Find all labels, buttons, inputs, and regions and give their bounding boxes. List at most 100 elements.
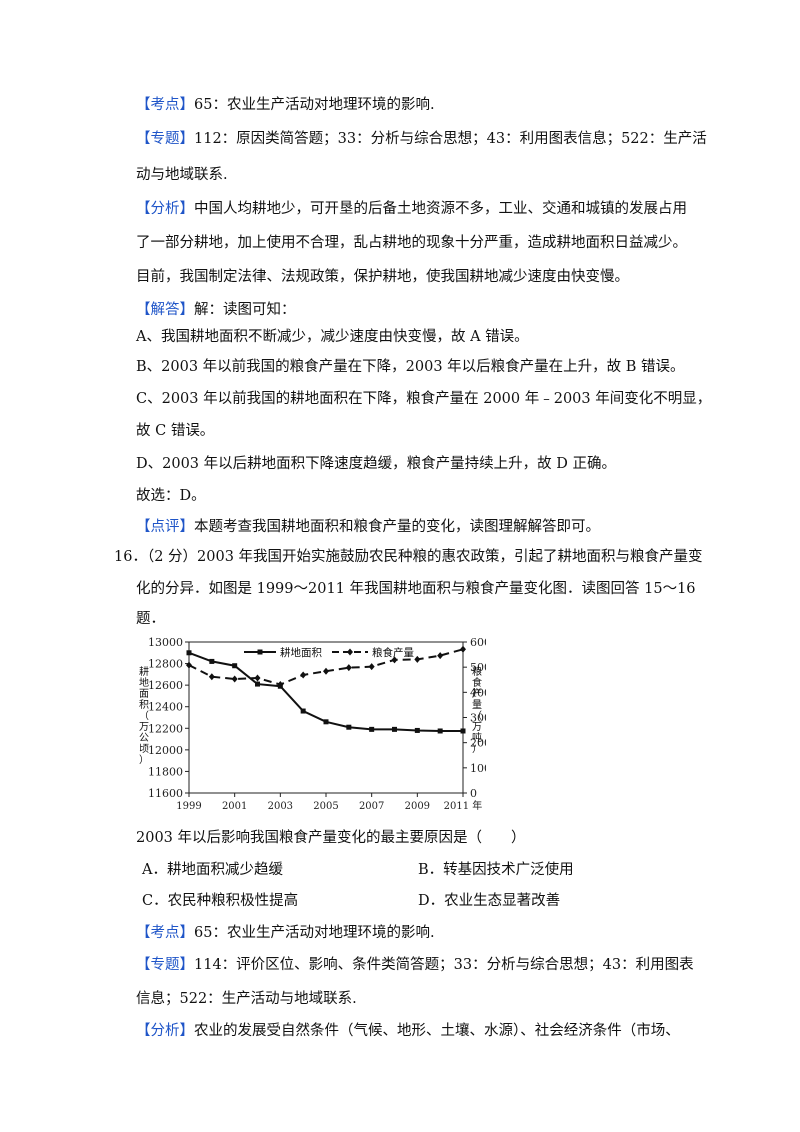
chart-series xyxy=(186,645,466,734)
data-point-square xyxy=(300,708,306,714)
cropland-grain-chart: 11600 11800 12000 12200 12400 12600 12800 13000… xyxy=(139,636,486,812)
x-tick-label: 2003 xyxy=(268,801,293,812)
zhuanti-tag-2: 【专题】 xyxy=(136,957,194,973)
zhuanti-line-b2-2: 信息；522：生产活动与地域联系. xyxy=(136,991,357,1007)
left-tick-label: 12200 xyxy=(148,722,183,735)
fenxi-line-2: 了一部分耕地，加上使用不合理，乱占耕地的现象十分严重，造成耕地面积日益减少。 xyxy=(136,235,687,251)
left-axis-title: 耕地面积（万公顷） xyxy=(139,665,149,766)
data-point-diamond xyxy=(391,656,398,664)
x-tick-label: 2007 xyxy=(359,801,384,812)
left-tick-label: 12400 xyxy=(148,701,183,714)
option-c[interactable]: C．农民种粮积极性提高 xyxy=(142,893,299,909)
kaodian-tag-2: 【考点】 xyxy=(136,925,194,941)
zhuanti-tag: 【专题】 xyxy=(136,131,194,147)
data-point-square xyxy=(369,726,375,732)
left-tick-label: 11800 xyxy=(148,765,183,778)
legend-label-1: 耕地面积 xyxy=(280,646,322,659)
kaodian-tag: 【考点】 xyxy=(136,97,194,113)
data-point-diamond xyxy=(277,681,284,689)
kaodian-line-2: 【考点】65：农业生产活动对地理环境的影响. xyxy=(136,921,435,942)
left-tick-label: 13000 xyxy=(148,636,183,649)
option-d[interactable]: D．农业生态显著改善 xyxy=(418,893,561,909)
option-b[interactable]: B．转基因技术广泛使用 xyxy=(418,862,574,878)
zhuanti-text: 112：原因类简答题；33：分析与综合思想；43：利用图表信息；522：生产活 xyxy=(194,131,707,147)
fenxi-line-b2: 【分析】农业的发展受自然条件（气候、地形、土壤、水源）、社会经济条件（市场、 xyxy=(136,1019,680,1040)
analysis-c-cont: 故 C 错误。 xyxy=(136,423,215,439)
left-tick-label: 11600 xyxy=(148,787,183,800)
x-tick-label: 2001 xyxy=(222,801,247,812)
legend-marker-2 xyxy=(347,648,353,656)
data-point-diamond xyxy=(323,667,329,675)
data-point-square xyxy=(392,726,397,732)
data-point-diamond xyxy=(254,674,261,682)
series-line-1 xyxy=(188,651,463,732)
zhuanti-line: 【专题】112：原因类简答题；33：分析与综合思想；43：利用图表信息；522：… xyxy=(136,127,707,148)
left-tick-label: 12000 xyxy=(148,744,183,757)
kaodian-line: 【考点】65：农业生产活动对地理环境的影响. xyxy=(136,93,435,114)
question-stem-2: 化的分异．如图是 1999～2011 年我国耕地面积与粮食产量变化图．读图回答 … xyxy=(136,581,696,597)
fenxi-text-b2: 农业的发展受自然条件（气候、地形、土壤、水源）、社会经济条件（市场、 xyxy=(194,1023,680,1039)
right-tick-label: 0 xyxy=(470,787,477,800)
data-point-square xyxy=(255,681,260,687)
dianping-tag: 【点评】 xyxy=(136,519,194,535)
left-tick-label: 12600 xyxy=(148,679,183,692)
left-tick-label: 12800 xyxy=(148,658,183,671)
kaodian-text: 65：农业生产活动对地理环境的影响. xyxy=(194,97,435,113)
zhuanti-line-b2: 【专题】114：评价区位、影响、条件类简答题；33：分析与综合思想；43：利用图… xyxy=(136,953,694,974)
data-point-diamond xyxy=(460,645,466,653)
x-tick-label: 2005 xyxy=(313,801,338,812)
right-tick-label: 20000 xyxy=(470,737,486,750)
fenxi-text: 中国人均耕地少，可开垦的后备土地资源不多，工业、交通和城镇的发展占用 xyxy=(194,201,687,217)
dianping-line: 【点评】本题考查我国耕地面积和粮食产量的变化，读图理解解答即可。 xyxy=(136,515,600,536)
axis-titles: 耕地面积（万公顷） 粮食产量（万吨） xyxy=(139,665,482,766)
question-stem-3: 题． xyxy=(136,611,165,627)
zhuanti-text-b2: 114：评价区位、影响、条件类简答题；33：分析与综合思想；43：利用图表 xyxy=(194,957,694,973)
data-point-diamond xyxy=(300,671,307,679)
x-tick-label: 2011 年 xyxy=(444,799,483,812)
data-point-square xyxy=(460,728,466,734)
legend-marker-1 xyxy=(257,649,263,655)
analysis-b: B、2003 年以前我国的粮食产量在下降，2003 年以后粮食产量在上升，故 B… xyxy=(136,359,685,375)
data-point-square xyxy=(209,658,215,664)
x-tick-label: 1999 xyxy=(176,801,201,812)
jieda-line: 【解答】解：读图可知： xyxy=(136,298,296,319)
data-point-diamond xyxy=(345,664,352,672)
dianping-text: 本题考查我国耕地面积和粮食产量的变化，读图理解解答即可。 xyxy=(194,519,600,535)
analysis-d: D、2003 年以后耕地面积下降速度趋缓，粮食产量持续上升，故 D 正确。 xyxy=(136,456,616,472)
fenxi-tag: 【分析】 xyxy=(136,201,194,217)
jieda-text: 解：读图可知： xyxy=(194,302,296,318)
data-point-diamond xyxy=(231,675,238,683)
question-stem-1: 16．（2 分）2003 年我国开始实施鼓励农民种粮的惠农政策，引起了耕地面积与… xyxy=(114,549,703,565)
zhuanti-line-2: 动与地域联系. xyxy=(136,167,228,183)
chart-legend: 耕地面积 粮食产量 xyxy=(244,646,414,659)
right-tick-label: 50000 xyxy=(470,661,486,674)
jieda-tag: 【解答】 xyxy=(136,302,194,318)
option-a[interactable]: A．耕地面积减少趋缓 xyxy=(142,862,283,878)
data-point-square xyxy=(414,727,420,733)
data-point-square xyxy=(186,650,192,656)
data-point-diamond xyxy=(186,661,192,669)
data-point-diamond xyxy=(208,673,215,681)
data-point-square xyxy=(437,728,443,734)
left-axis-ticks: 11600 11800 12000 12200 12400 12600 12800 13000 xyxy=(148,636,189,800)
legend-label-2: 粮食产量 xyxy=(372,646,414,659)
analysis-a: A、我国耕地面积不断减少，减少速度由快变慢，故 A 错误。 xyxy=(136,329,529,345)
kaodian-text-2: 65：农业生产活动对地理环境的影响. xyxy=(194,925,435,941)
right-tick-label: 40000 xyxy=(470,686,486,699)
series-line-2 xyxy=(188,648,464,686)
right-tick-label: 10000 xyxy=(470,762,486,775)
data-point-diamond xyxy=(437,652,444,660)
question-prompt: 2003 年以后影响我国粮食产量变化的最主要原因是（ ） xyxy=(136,830,526,846)
x-axis-ticks: 1999 2001 2003 2005 2007 2009 2011 年 xyxy=(176,793,482,812)
data-point-square xyxy=(323,719,329,725)
analysis-c: C、2003 年以前我国的耕地面积在下降，粮食产量在 2000 年﹣2003 年… xyxy=(136,391,712,407)
fenxi-line: 【分析】中国人均耕地少，可开垦的后备土地资源不多，工业、交通和城镇的发展占用 xyxy=(136,197,687,218)
data-point-diamond xyxy=(414,655,421,663)
x-tick-label: 2009 xyxy=(405,801,430,812)
data-point-square xyxy=(346,724,352,730)
fenxi-line-3: 目前，我国制定法律、法规政策，保护耕地，使我国耕地减少速度由快变慢。 xyxy=(136,269,629,285)
data-point-diamond xyxy=(368,663,375,671)
right-axis-title: 粮食产量（万吨） xyxy=(472,665,482,755)
